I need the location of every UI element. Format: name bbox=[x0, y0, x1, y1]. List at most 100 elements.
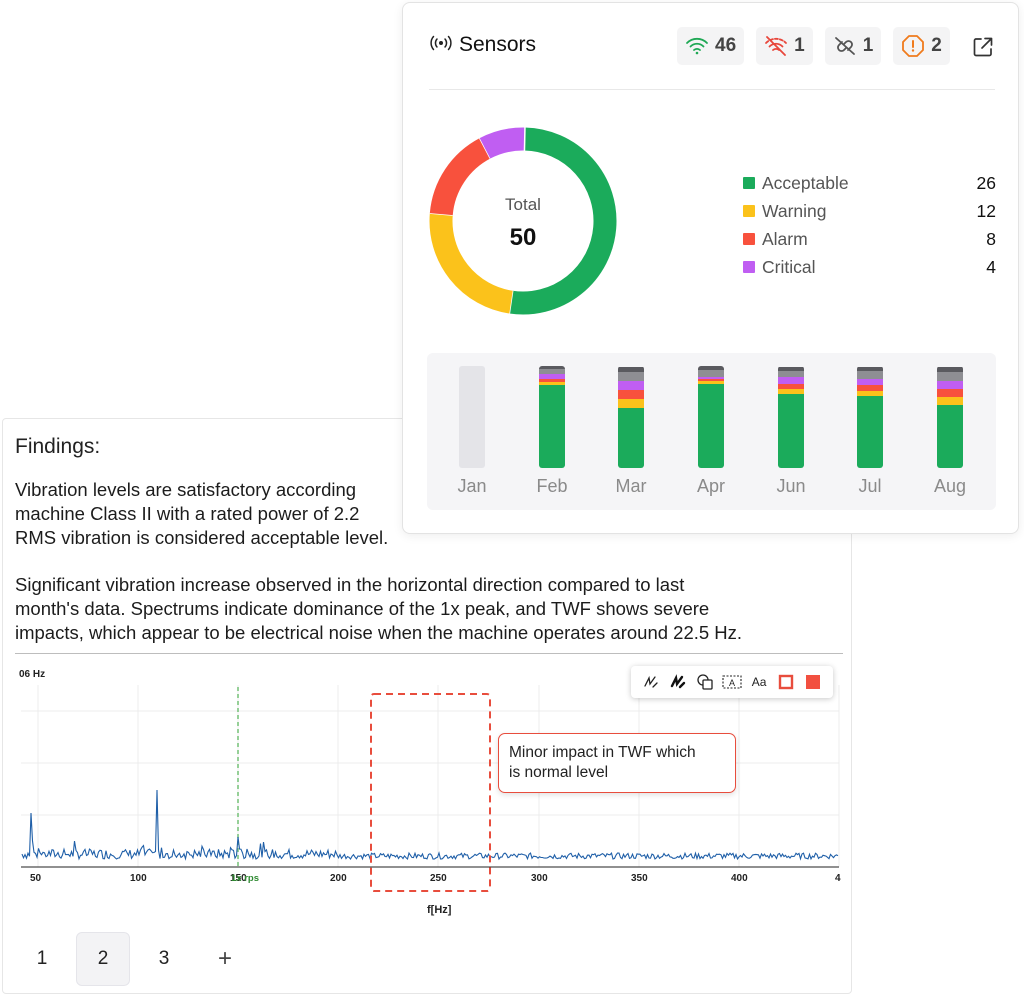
month-bar-jan[interactable]: Jan bbox=[457, 366, 487, 506]
online-sensors-badge[interactable]: 46 bbox=[677, 27, 745, 65]
month-bar-segment bbox=[618, 367, 644, 372]
findings-paragraph-2[interactable]: Significant vibration increase observed … bbox=[15, 573, 851, 645]
text-box-label: A bbox=[729, 678, 735, 688]
monthly-status-bars: Jan Feb Mar Apr Jun Jul Aug bbox=[427, 353, 996, 510]
x-tick-label: 150 bbox=[230, 873, 247, 884]
fill-color-icon[interactable] bbox=[802, 671, 824, 693]
month-bar-segment bbox=[857, 371, 883, 379]
disconnected-sensors-badge[interactable]: 1 bbox=[824, 27, 882, 65]
tab-3[interactable]: 3 bbox=[158, 948, 170, 969]
outline-color-icon[interactable] bbox=[775, 671, 797, 693]
month-bar-segment bbox=[618, 390, 644, 399]
x-tick-label: 250 bbox=[430, 873, 447, 884]
offline-sensors-badge[interactable]: 1 bbox=[756, 27, 813, 65]
month-bar-segment bbox=[937, 367, 963, 372]
disconnected-count: 1 bbox=[862, 35, 874, 56]
wifi-off-icon bbox=[765, 36, 788, 56]
open-external-icon[interactable] bbox=[971, 35, 995, 64]
legend-value: 12 bbox=[976, 200, 996, 221]
month-bar-jul[interactable]: Jul bbox=[857, 366, 883, 506]
callout-line: is normal level bbox=[509, 764, 609, 781]
month-bar-track bbox=[937, 366, 963, 468]
alerts-badge[interactable]: 2 bbox=[893, 27, 950, 65]
x-tick-label: 400 bbox=[731, 873, 748, 884]
month-bar-segment bbox=[937, 381, 963, 389]
month-bar-feb[interactable]: Feb bbox=[536, 366, 568, 506]
month-bar-segment bbox=[857, 379, 883, 385]
header-divider bbox=[429, 89, 995, 90]
findings-line: Vibration levels are satisfactory accord… bbox=[15, 479, 357, 500]
month-bar-segment bbox=[698, 370, 724, 377]
legend-warning[interactable]: Warning 12 bbox=[743, 197, 996, 225]
month-bar-segment bbox=[698, 366, 724, 370]
month-bar-segment bbox=[618, 399, 644, 408]
findings-paragraph-1[interactable]: Vibration levels are satisfactory accord… bbox=[15, 478, 851, 550]
donut-segment-critical[interactable] bbox=[479, 127, 525, 159]
font-size-icon[interactable]: Aa bbox=[751, 675, 767, 689]
month-bar-segment bbox=[539, 382, 565, 385]
month-bar-segment bbox=[857, 396, 883, 468]
rps-marker-label: 1x rps bbox=[231, 873, 259, 884]
callout-line: Minor impact in TWF which bbox=[509, 744, 696, 761]
donut-total-value: 50 bbox=[510, 224, 537, 251]
month-bar-segment bbox=[778, 377, 804, 384]
donut-segment-warning[interactable] bbox=[429, 213, 514, 314]
annotation-toolbar: A Aa bbox=[631, 666, 833, 698]
month-bar-segment bbox=[937, 389, 963, 397]
month-bar-track bbox=[459, 366, 485, 468]
findings-title: Findings: bbox=[15, 435, 101, 458]
month-bar-segment bbox=[618, 381, 644, 390]
page-tabs: 1 2 3 + bbox=[15, 931, 259, 987]
donut-segment-acceptable[interactable] bbox=[509, 127, 617, 315]
legend-name: Warning bbox=[762, 200, 827, 221]
sensors-card: Sensors 46 1 bbox=[402, 2, 1019, 534]
sensors-header: Sensors bbox=[429, 33, 536, 57]
month-bar-segment bbox=[618, 408, 644, 468]
marker-icon[interactable] bbox=[667, 671, 689, 693]
x-tick-label: 45 bbox=[835, 873, 841, 884]
month-bar-segment bbox=[857, 385, 883, 391]
legend-name: Acceptable bbox=[762, 172, 849, 193]
month-bar-jun[interactable]: Jun bbox=[776, 366, 806, 506]
month-bar-segment bbox=[698, 384, 724, 468]
month-bar-segment bbox=[857, 367, 883, 371]
donut-segment-alarm[interactable] bbox=[429, 138, 491, 216]
annotation-rectangle[interactable] bbox=[370, 693, 491, 892]
pencil-icon[interactable] bbox=[640, 671, 662, 693]
legend-acceptable[interactable]: Acceptable 26 bbox=[743, 169, 996, 197]
spectrum-line bbox=[21, 789, 839, 861]
month-label: Mar bbox=[615, 476, 647, 496]
legend-value: 8 bbox=[986, 228, 996, 249]
legend-name: Alarm bbox=[762, 228, 808, 249]
month-bar-apr[interactable]: Apr bbox=[697, 366, 725, 506]
findings-divider bbox=[15, 653, 843, 654]
month-bar-segment bbox=[539, 385, 565, 468]
month-bar-mar[interactable]: Mar bbox=[616, 366, 647, 506]
month-bar-segment bbox=[539, 374, 565, 379]
text-box-icon[interactable]: A bbox=[721, 671, 743, 693]
findings-line: RMS vibration is considered acceptable l… bbox=[15, 527, 389, 548]
month-bar-segment bbox=[778, 389, 804, 394]
tab-1[interactable]: 1 bbox=[36, 948, 48, 969]
annotation-callout[interactable]: Minor impact in TWF which is normal leve… bbox=[498, 733, 736, 793]
link-off-icon bbox=[834, 37, 855, 55]
x-tick-label: 200 bbox=[330, 873, 347, 884]
sensor-status-badges: 46 1 1 2 bbox=[677, 27, 962, 65]
legend-swatch bbox=[743, 261, 755, 273]
month-bar-aug[interactable]: Aug bbox=[934, 366, 966, 506]
legend-swatch bbox=[743, 205, 755, 217]
offline-count: 1 bbox=[794, 35, 805, 56]
month-bar-segment bbox=[778, 384, 804, 389]
add-tab-button[interactable]: + bbox=[217, 945, 232, 972]
sensors-title: Sensors bbox=[459, 33, 537, 56]
tab-2[interactable]: 2 bbox=[76, 932, 130, 986]
month-bar-segment bbox=[618, 372, 644, 381]
sensor-status-donut[interactable]: Total 50 bbox=[425, 123, 621, 319]
month-bar-segment bbox=[539, 369, 565, 374]
month-label: Jul bbox=[858, 476, 882, 496]
legend-critical[interactable]: Critical 4 bbox=[743, 253, 996, 281]
broadcast-icon bbox=[429, 35, 453, 56]
legend-alarm[interactable]: Alarm 8 bbox=[743, 225, 996, 253]
shapes-icon[interactable] bbox=[694, 671, 716, 693]
x-tick-label: 350 bbox=[631, 873, 648, 884]
